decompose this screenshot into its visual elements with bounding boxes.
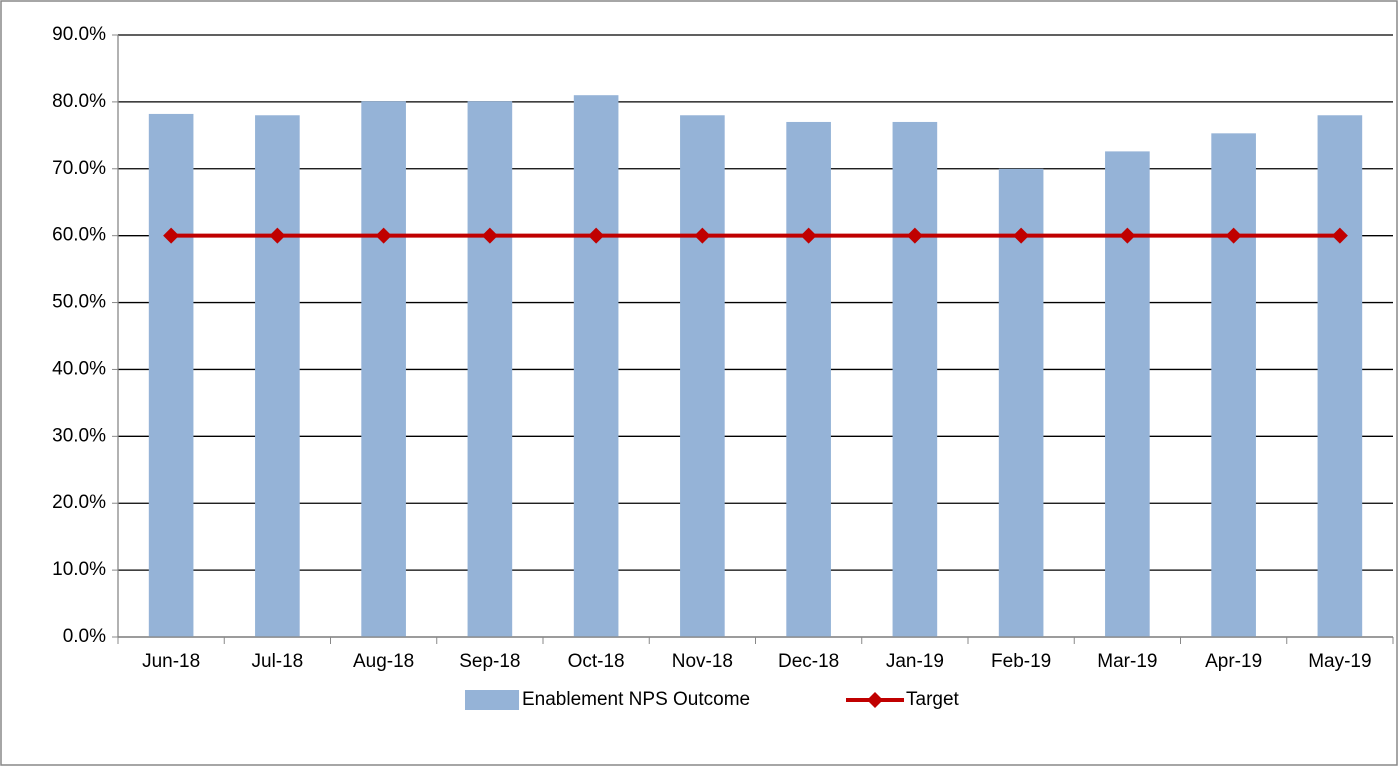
legend-swatch [465,690,519,710]
x-tick-label: May-19 [1308,651,1371,672]
line-marker [269,227,286,244]
x-tick-label: Dec-18 [778,651,839,672]
bar [1211,133,1256,637]
x-tick-label: Nov-18 [672,651,733,672]
bar [467,101,513,638]
y-tick-label: 50.0% [52,292,106,313]
y-tick-label: 60.0% [52,225,106,246]
legend-label: Enablement NPS Outcome [522,689,750,710]
bar [1105,151,1150,638]
y-tick-label: 40.0% [52,358,106,379]
line-marker [906,227,923,244]
y-tick-label: 0.0% [63,626,106,647]
bar [573,95,619,637]
y-tick-label: 10.0% [52,559,106,580]
line-marker [1119,227,1136,244]
x-tick-label: Jun-18 [142,651,200,672]
bar [361,101,406,638]
x-tick-label: Jul-18 [252,651,304,672]
line-marker [1331,227,1348,244]
bar [998,168,1044,637]
line-marker [1225,227,1242,244]
y-tick-label: 30.0% [52,425,106,446]
legend-label: Target [906,689,960,710]
x-tick-label: Oct-18 [568,651,625,672]
bar [680,115,725,638]
x-tick-label: Mar-19 [1097,651,1157,672]
bar [786,121,831,637]
y-tick-label: 20.0% [52,492,106,513]
bar [148,113,194,637]
line-marker [163,227,180,244]
x-tick-label: Aug-18 [353,651,414,672]
legend-marker [867,692,883,708]
line-marker [694,227,711,244]
x-tick-label: Jan-19 [886,651,944,672]
line-marker [481,227,498,244]
bar [255,115,300,638]
y-tick-label: 70.0% [52,158,106,179]
bar [892,121,938,637]
y-tick-label: 90.0% [52,24,106,45]
line-marker [588,227,605,244]
y-tick-label: 80.0% [52,91,106,112]
x-tick-label: Sep-18 [459,651,520,672]
line-marker [1013,227,1030,244]
x-tick-label: Apr-19 [1205,651,1262,672]
bar [1317,115,1363,638]
line-marker [800,227,817,244]
line-marker [375,227,392,244]
x-tick-label: Feb-19 [991,651,1051,672]
